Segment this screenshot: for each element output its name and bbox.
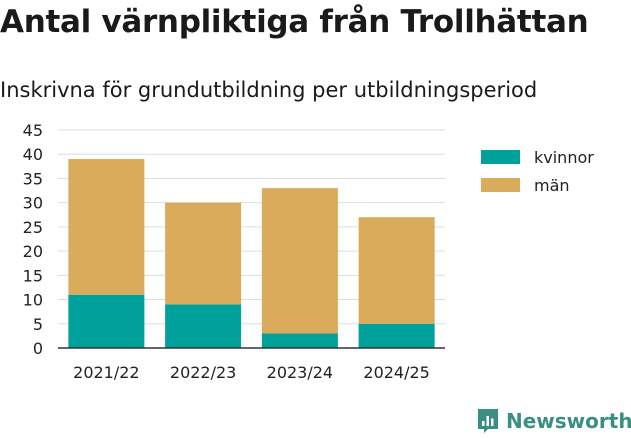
bar-segment [358, 217, 435, 324]
legend-swatch [481, 178, 520, 192]
bar-segment [358, 323, 435, 348]
bar-segment [261, 188, 338, 334]
x-tick-label: 2022/23 [170, 363, 236, 382]
bar-segment [68, 294, 145, 348]
brand-name: Newsworthy [506, 409, 631, 433]
y-tick-label: 25 [23, 218, 43, 237]
x-tick-label: 2021/22 [73, 363, 139, 382]
y-tick-label: 40 [23, 145, 43, 164]
legend-label: män [534, 176, 570, 195]
y-tick-label: 5 [33, 315, 43, 334]
y-tick-label: 15 [23, 266, 43, 285]
newsworthy-logo-icon [478, 409, 498, 433]
bar-segment [68, 159, 145, 295]
chart-title: Antal värnpliktiga från Trollhättan [0, 4, 589, 40]
legend-swatch [481, 150, 520, 164]
y-tick-label: 35 [23, 169, 43, 188]
legend-label: kvinnor [534, 148, 594, 167]
bar-segment [165, 304, 242, 348]
bar-segment [261, 333, 338, 348]
x-tick-label: 2024/25 [363, 363, 429, 382]
chart-subtitle: Inskrivna för grundutbildning per utbild… [0, 78, 538, 102]
y-tick-label: 45 [23, 121, 43, 140]
newsworthy-logo: Newsworthy [476, 407, 631, 435]
y-tick-label: 10 [23, 291, 43, 310]
x-tick-label: 2023/24 [267, 363, 333, 382]
y-tick-label: 0 [33, 339, 43, 358]
y-tick-label: 30 [23, 194, 43, 213]
y-tick-label: 20 [23, 242, 43, 261]
bar-segment [165, 202, 242, 305]
